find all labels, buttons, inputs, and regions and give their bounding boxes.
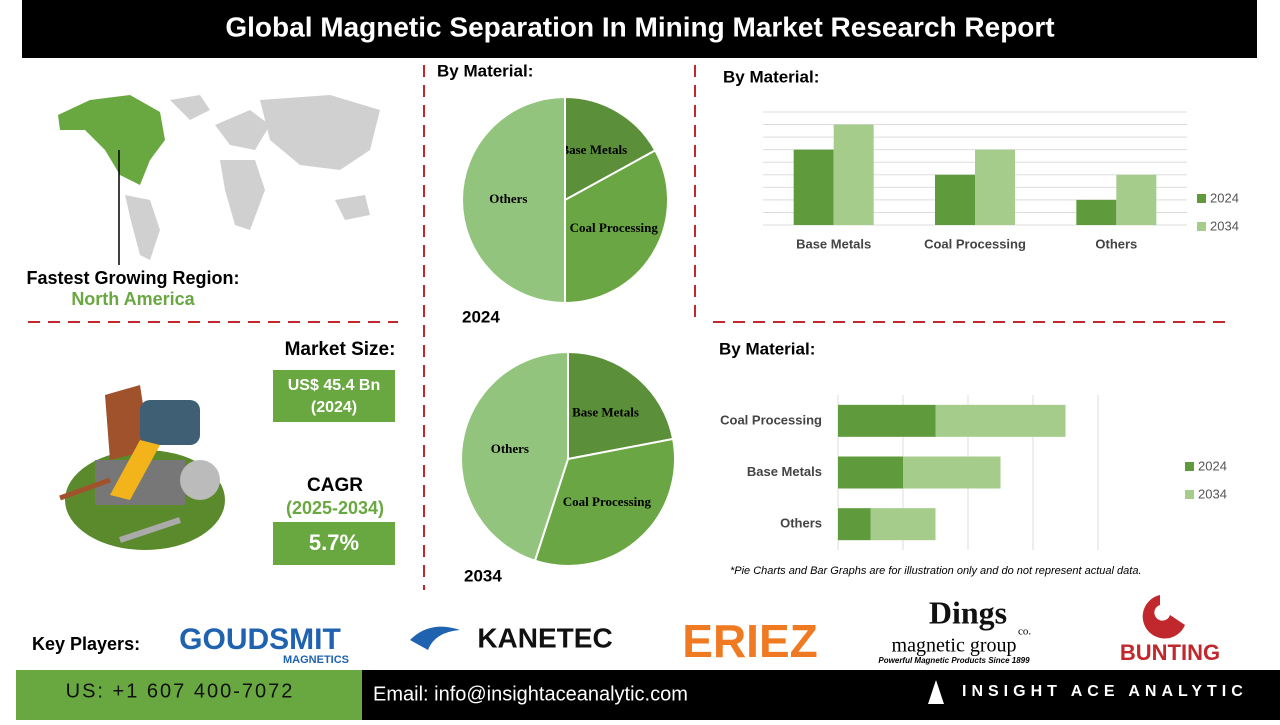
- bar: [793, 149, 834, 225]
- logo-dings-co: co.: [1018, 626, 1031, 638]
- legend-swatch: [1185, 490, 1194, 499]
- slice-label: Coal Processing: [570, 220, 659, 235]
- slice-label: Others: [489, 191, 527, 206]
- logo-bunting: BUNTING: [1120, 640, 1220, 665]
- mining-illustration: [59, 385, 225, 550]
- email: Email: info@insightaceanalytic.com: [373, 683, 688, 705]
- legend-label: 2034: [1210, 218, 1239, 233]
- legend-swatch: [1197, 194, 1206, 203]
- pie-slice: [564, 95, 657, 202]
- legend-label: 2034: [1198, 486, 1227, 501]
- slice-label: Coal Processing: [563, 494, 652, 509]
- y-tick-label: Base Metals: [747, 464, 822, 479]
- bar: [1116, 174, 1157, 225]
- legend-label: 2024: [1210, 190, 1239, 205]
- logo-bunting-mark: [1142, 595, 1185, 639]
- chart-title: By Material:: [719, 339, 815, 358]
- title-bar: [22, 0, 1257, 58]
- pie-slice: [567, 350, 675, 461]
- pie-year: 2024: [462, 307, 500, 326]
- x-tick-label: Others: [1095, 236, 1137, 251]
- legend-label: 2024: [1198, 458, 1227, 473]
- market-size-year: (2024): [311, 399, 357, 416]
- cagr-label: CAGR: [307, 475, 363, 496]
- legend-swatch: [1197, 222, 1206, 231]
- pie-slice: [460, 350, 569, 563]
- logo-eriez: ERIEZ: [682, 615, 817, 667]
- cagr-period: (2025-2034): [286, 498, 384, 518]
- bar: [838, 508, 871, 541]
- logo-dings-sub: magnetic group: [892, 635, 1017, 657]
- market-size-label: Market Size:: [285, 339, 396, 360]
- logo-dings: Dings: [929, 594, 1007, 630]
- footer-bar: [362, 670, 1280, 720]
- logo-goudsmit: GOUDSMIT: [179, 623, 341, 656]
- brand-logo: [928, 680, 944, 704]
- region-label: Fastest Growing Region:: [26, 268, 239, 288]
- y-tick-label: Coal Processing: [720, 412, 822, 427]
- slice-label: Others: [491, 441, 529, 456]
- bar: [838, 404, 936, 437]
- chart-title: By Material:: [723, 67, 819, 86]
- bar: [870, 508, 936, 541]
- legend-swatch: [1185, 462, 1194, 471]
- bar: [935, 174, 975, 225]
- bar: [833, 124, 874, 225]
- phone: US: +1 607 400-7072: [66, 680, 295, 702]
- pie-year: 2034: [464, 566, 502, 585]
- slice-label: Base Metals: [560, 142, 627, 157]
- bar: [935, 404, 1066, 437]
- x-tick-label: Base Metals: [796, 236, 871, 251]
- y-tick-label: Others: [780, 516, 822, 531]
- bar: [975, 149, 1015, 225]
- logo-dings-tag: Powerful Magnetic Products Since 1899: [878, 656, 1030, 665]
- logo-swoosh: [410, 626, 460, 650]
- logo-goudsmit-sub: MAGNETICS: [283, 654, 349, 666]
- bar: [1076, 199, 1117, 225]
- bar: [838, 456, 903, 489]
- x-tick-label: Coal Processing: [924, 236, 1026, 251]
- market-size-value: US$ 45.4 Bn: [288, 377, 380, 394]
- cagr-value: 5.7%: [309, 530, 359, 555]
- title: Global Magnetic Separation In Mining Mar…: [225, 11, 1054, 42]
- pie-slice: [533, 437, 676, 567]
- slice-label: Base Metals: [572, 405, 639, 420]
- pie-slice: [564, 149, 669, 305]
- key-players-label: Key Players:: [32, 634, 140, 654]
- pie-slice: [461, 95, 566, 305]
- region-value: North America: [71, 289, 195, 309]
- bar: [903, 456, 1001, 489]
- note: *Pie Charts and Bar Graphs are for illus…: [730, 565, 1142, 577]
- cagr-box: [273, 522, 395, 565]
- world-map: [58, 95, 380, 265]
- phone-bar: [16, 670, 362, 720]
- logo-kanetec: KANETEC: [477, 622, 612, 653]
- brand: INSIGHT ACE ANALYTIC: [962, 683, 1248, 700]
- chart-title: By Material:: [437, 61, 533, 80]
- market-size-box: [273, 370, 395, 422]
